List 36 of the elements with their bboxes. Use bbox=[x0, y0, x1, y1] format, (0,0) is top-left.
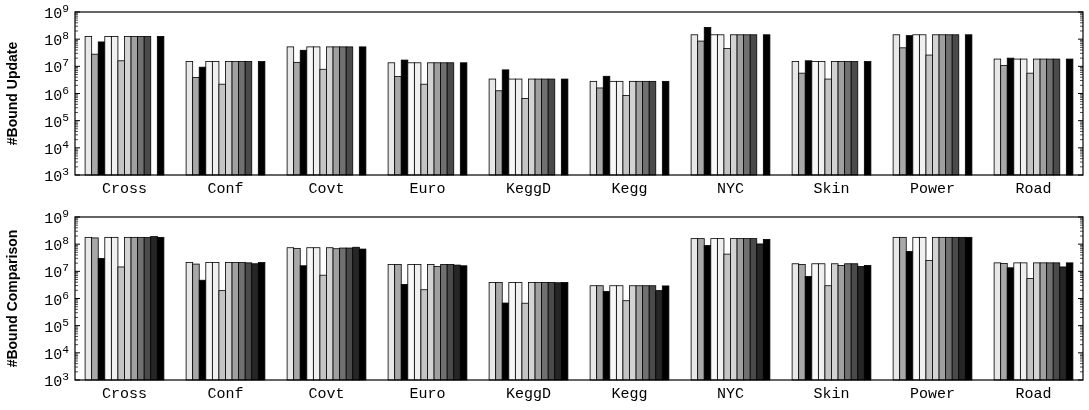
y-tick-label: 10$^{7}$ bbox=[44, 57, 69, 78]
x-tick-label: Skin bbox=[813, 386, 850, 403]
y-axis-title: #Bound Comparison bbox=[4, 229, 20, 368]
x-tick-label: KeggD bbox=[505, 386, 552, 403]
x-tick-label: Kegg bbox=[611, 386, 648, 403]
x-tick-label: Euro bbox=[409, 181, 446, 198]
x-tick-label: Skin bbox=[813, 181, 850, 198]
x-tick-label: Power bbox=[910, 181, 956, 198]
x-tick-label: Covt bbox=[308, 386, 345, 403]
x-tick-label: Cross bbox=[101, 181, 147, 198]
y-tick-label: 10$^{3}$ bbox=[44, 166, 70, 186]
y-tick-label: 10$^{9}$ bbox=[44, 208, 69, 228]
x-tick-label: Road bbox=[1015, 386, 1052, 403]
y-tick-label: 10$^{4}$ bbox=[44, 138, 70, 159]
y-tick-label: 10$^{7}$ bbox=[44, 262, 69, 283]
x-tick-label: Cross bbox=[101, 386, 147, 403]
x-tick-label: Euro bbox=[409, 386, 446, 403]
y-tick-label: 10$^{8}$ bbox=[44, 30, 70, 51]
x-tick-label: NYC bbox=[717, 181, 745, 198]
x-tick-label: KeggD bbox=[505, 181, 552, 198]
y-tick-label: 10$^{6}$ bbox=[44, 289, 70, 310]
x-tick-label: Road bbox=[1015, 181, 1052, 198]
x-tick-label: NYC bbox=[717, 386, 745, 403]
x-tick-label: Conf bbox=[207, 181, 244, 198]
y-tick-label: 10$^{6}$ bbox=[44, 84, 70, 105]
y-tick-label: 10$^{8}$ bbox=[44, 235, 70, 256]
y-tick-label: 10$^{4}$ bbox=[44, 343, 70, 364]
y-tick-label: 10$^{3}$ bbox=[44, 371, 70, 391]
x-tick-label: Conf bbox=[207, 386, 244, 403]
y-axis-title: #Bound Update bbox=[4, 41, 20, 146]
x-tick-label: Covt bbox=[308, 181, 345, 198]
x-tick-label: Power bbox=[910, 386, 956, 403]
y-tick-label: 10$^{9}$ bbox=[44, 3, 69, 23]
y-tick-label: 10$^{5}$ bbox=[44, 111, 70, 132]
y-tick-label: 10$^{5}$ bbox=[44, 316, 70, 337]
x-tick-label: Kegg bbox=[611, 181, 648, 198]
